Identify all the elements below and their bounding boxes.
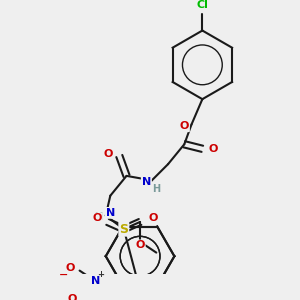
Text: O: O <box>135 240 145 250</box>
Text: O: O <box>148 213 158 223</box>
Text: N: N <box>91 276 101 286</box>
Text: −: − <box>59 270 68 280</box>
Text: +: + <box>97 270 104 279</box>
Text: H: H <box>152 184 160 194</box>
Text: N: N <box>106 208 115 218</box>
Text: O: O <box>66 263 75 273</box>
Text: N: N <box>142 177 151 187</box>
Text: H: H <box>94 212 103 222</box>
Text: S: S <box>119 223 128 236</box>
Text: O: O <box>180 121 189 131</box>
Text: O: O <box>104 149 113 159</box>
Text: O: O <box>68 294 77 300</box>
Text: Cl: Cl <box>196 0 208 10</box>
Text: O: O <box>208 144 218 154</box>
Text: O: O <box>92 213 101 223</box>
